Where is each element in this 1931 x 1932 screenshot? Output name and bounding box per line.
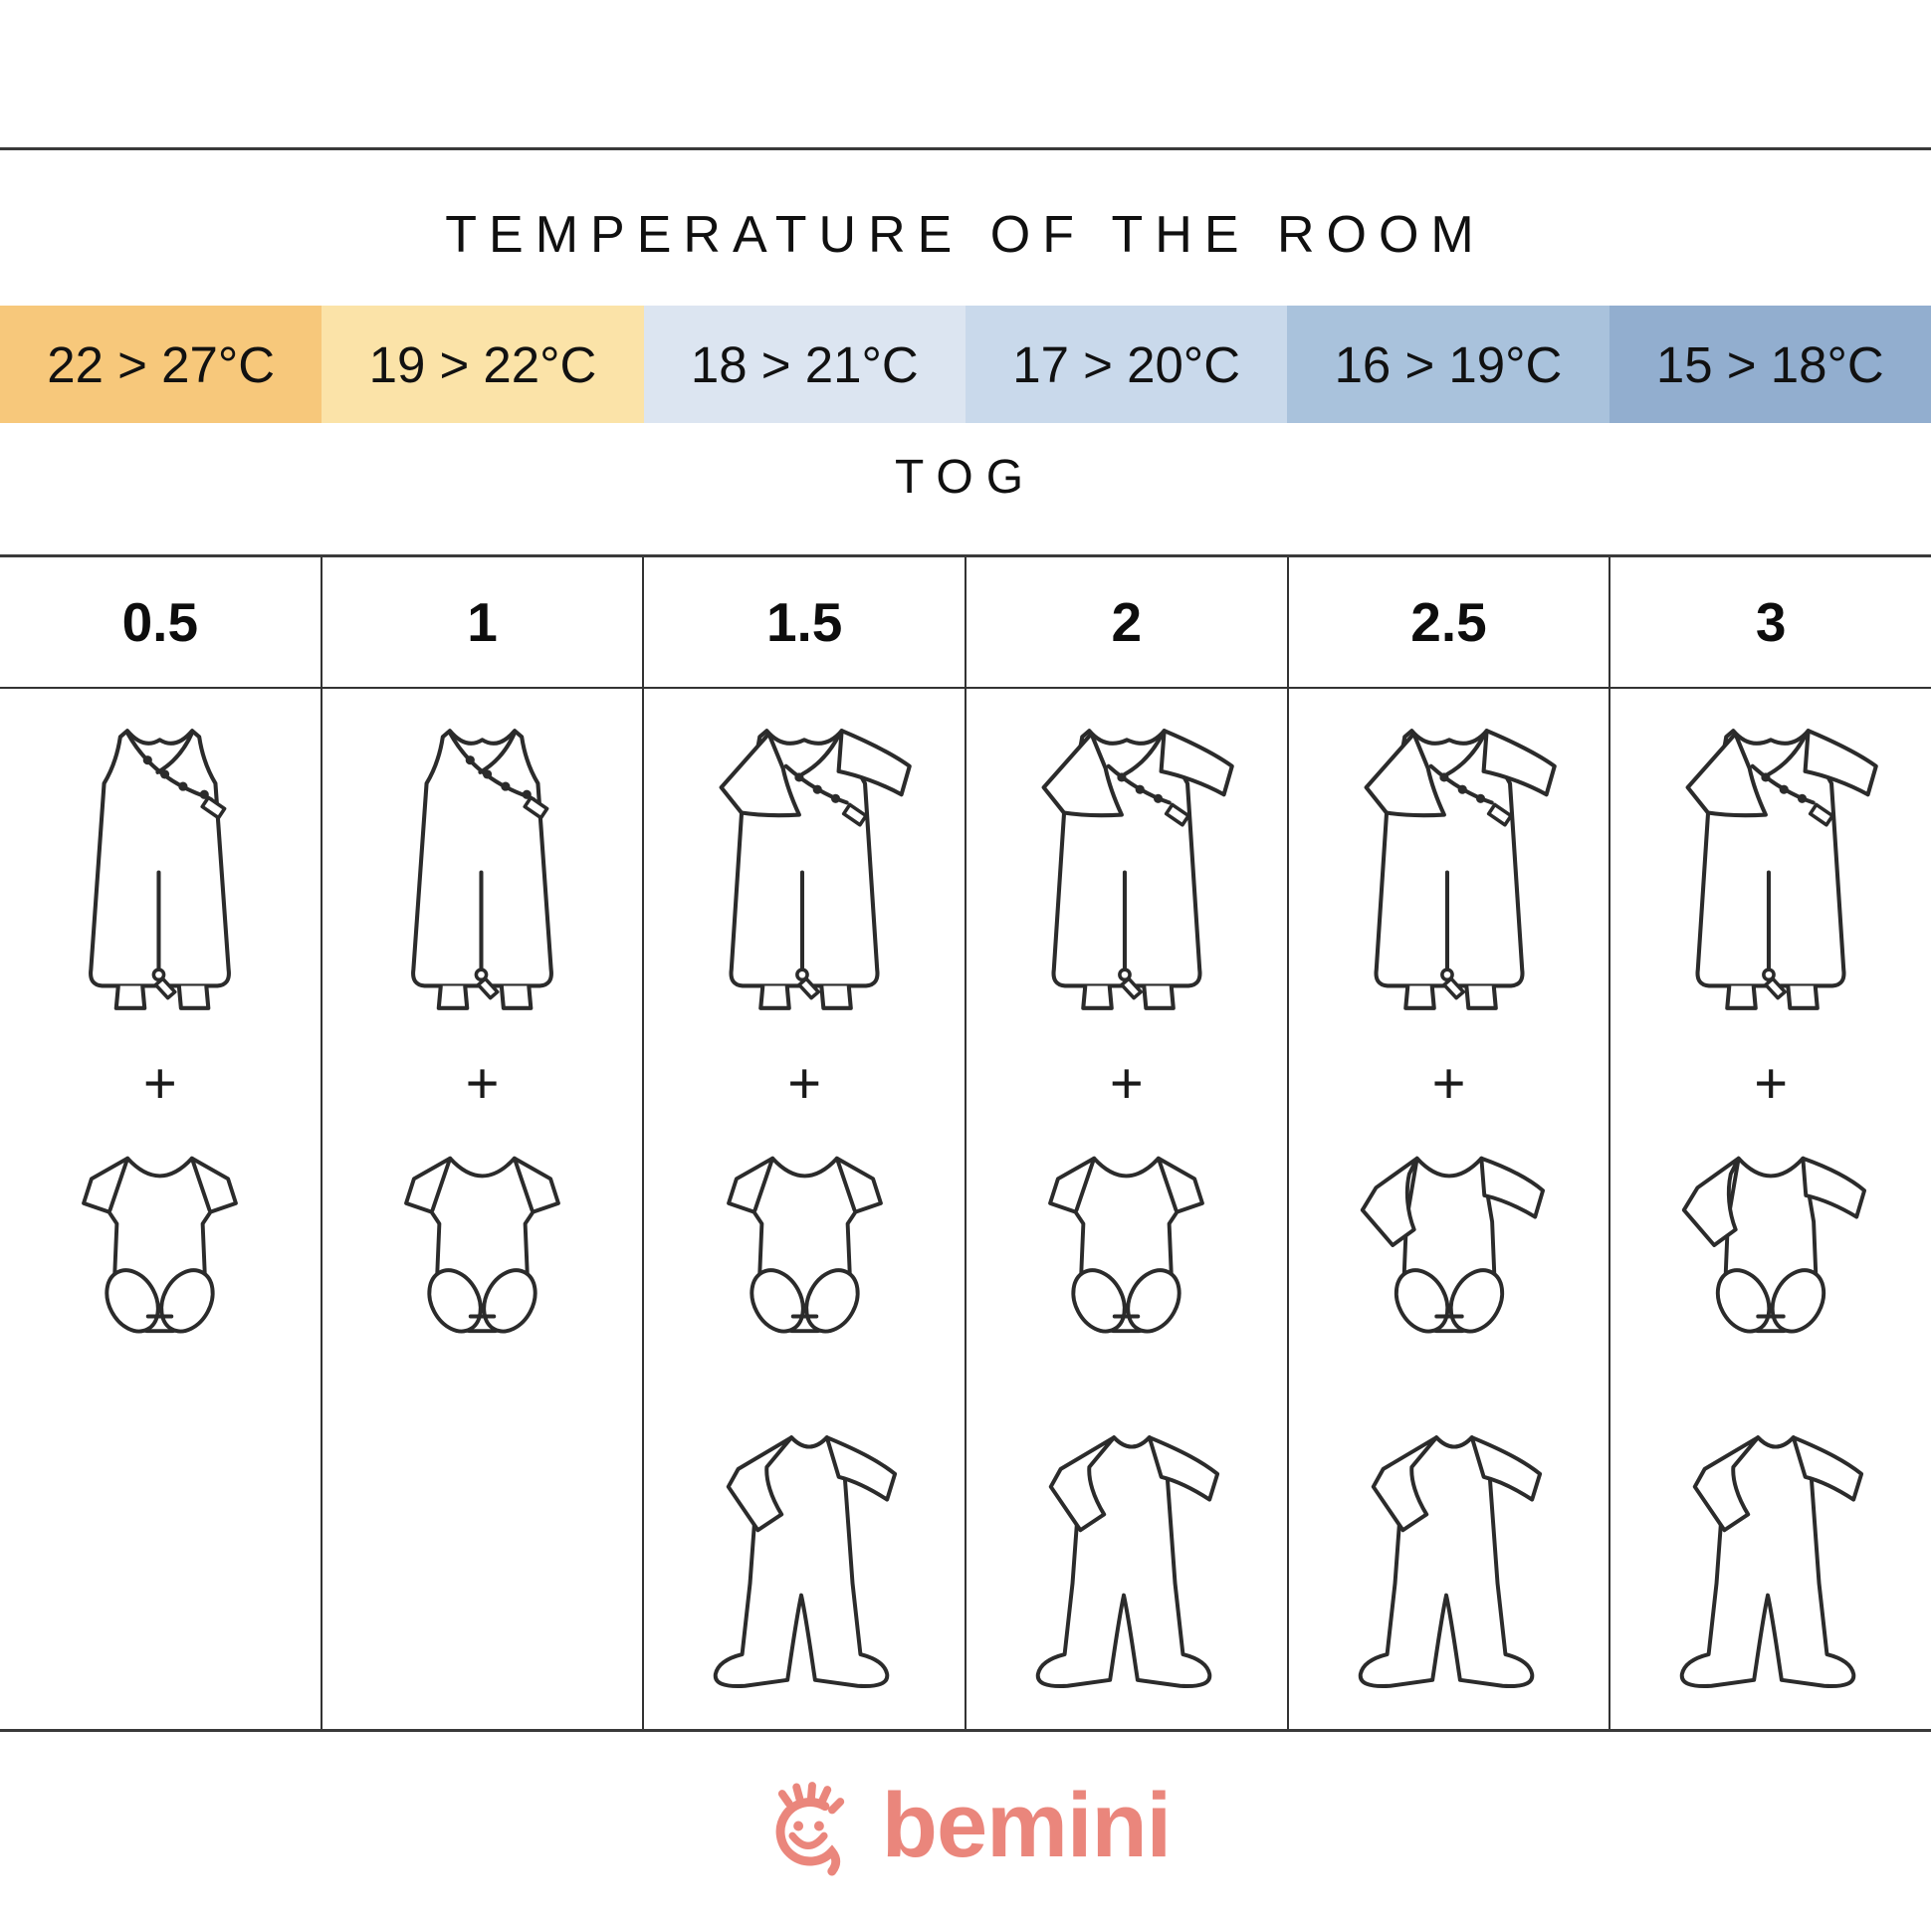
top-divider	[0, 147, 1931, 150]
footed-pajamas-icon	[1023, 1425, 1230, 1692]
tog-column-2-5: 2.5 +	[1288, 557, 1611, 1729]
temperature-range-18-21: 18 > 21°C	[643, 306, 966, 423]
plus-sign: +	[1431, 1050, 1466, 1116]
bodysuit-short-sleeve-icon	[1043, 1147, 1209, 1342]
tog-value-header: 2	[966, 557, 1287, 689]
temperature-range-22-27: 22 > 27°C	[0, 306, 322, 423]
bemini-smiley-logo-icon	[775, 1782, 844, 1876]
footed-pajamas-icon	[1667, 1425, 1874, 1692]
tog-column-1-5: 1.5 +	[644, 557, 967, 1729]
sleeping-bag-sleeveless-icon	[74, 721, 246, 1019]
tog-value-header: 3	[1610, 557, 1931, 689]
tog-column-1: 1 +	[322, 557, 645, 1729]
plus-sign: +	[1754, 1050, 1789, 1116]
sleeping-bag-sleeveless-icon	[396, 721, 568, 1019]
page-title: TEMPERATURE OF THE ROOM	[445, 206, 1486, 264]
plus-sign: +	[787, 1050, 822, 1116]
temperature-range-16-19: 16 > 19°C	[1287, 306, 1609, 423]
bodysuit-short-sleeve-icon	[399, 1147, 565, 1342]
temperature-band: 22 > 27°C 19 > 22°C 18 > 21°C 17 > 20°C …	[0, 306, 1931, 423]
tog-value-header: 1	[322, 557, 643, 689]
temperature-range-17-20: 17 > 20°C	[965, 306, 1288, 423]
sleeping-bag-long-sleeve-icon	[1010, 721, 1243, 1019]
tog-table: 0.5 + 1 + 1.5 +	[0, 554, 1931, 1732]
brand-name: bemini	[881, 1775, 1172, 1876]
tog-section-label: TOG	[894, 451, 1037, 504]
tog-column-3: 3 +	[1610, 557, 1931, 1729]
sleeping-bag-long-sleeve-icon	[688, 721, 921, 1019]
bodysuit-long-sleeve-icon	[1668, 1147, 1873, 1342]
sleeping-bag-long-sleeve-icon	[1333, 721, 1566, 1019]
bodysuit-short-sleeve-icon	[77, 1147, 243, 1342]
tog-value-header: 1.5	[644, 557, 966, 689]
brand-footer: bemini	[0, 1774, 1931, 1877]
tog-column-2: 2 +	[966, 557, 1289, 1729]
temperature-range-19-22: 19 > 22°C	[322, 306, 644, 423]
footed-pajamas-icon	[1346, 1425, 1553, 1692]
plus-sign: +	[1109, 1050, 1144, 1116]
bodysuit-long-sleeve-icon	[1347, 1147, 1552, 1342]
plus-sign: +	[142, 1050, 177, 1116]
temperature-range-15-18: 15 > 18°C	[1609, 306, 1931, 423]
plus-sign: +	[465, 1050, 500, 1116]
tog-column-0-5: 0.5 +	[0, 557, 322, 1729]
sleeping-bag-long-sleeve-icon	[1654, 721, 1887, 1019]
tog-value-header: 0.5	[0, 557, 321, 689]
bodysuit-short-sleeve-icon	[722, 1147, 888, 1342]
footed-pajamas-icon	[701, 1425, 908, 1692]
tog-value-header: 2.5	[1288, 557, 1609, 689]
